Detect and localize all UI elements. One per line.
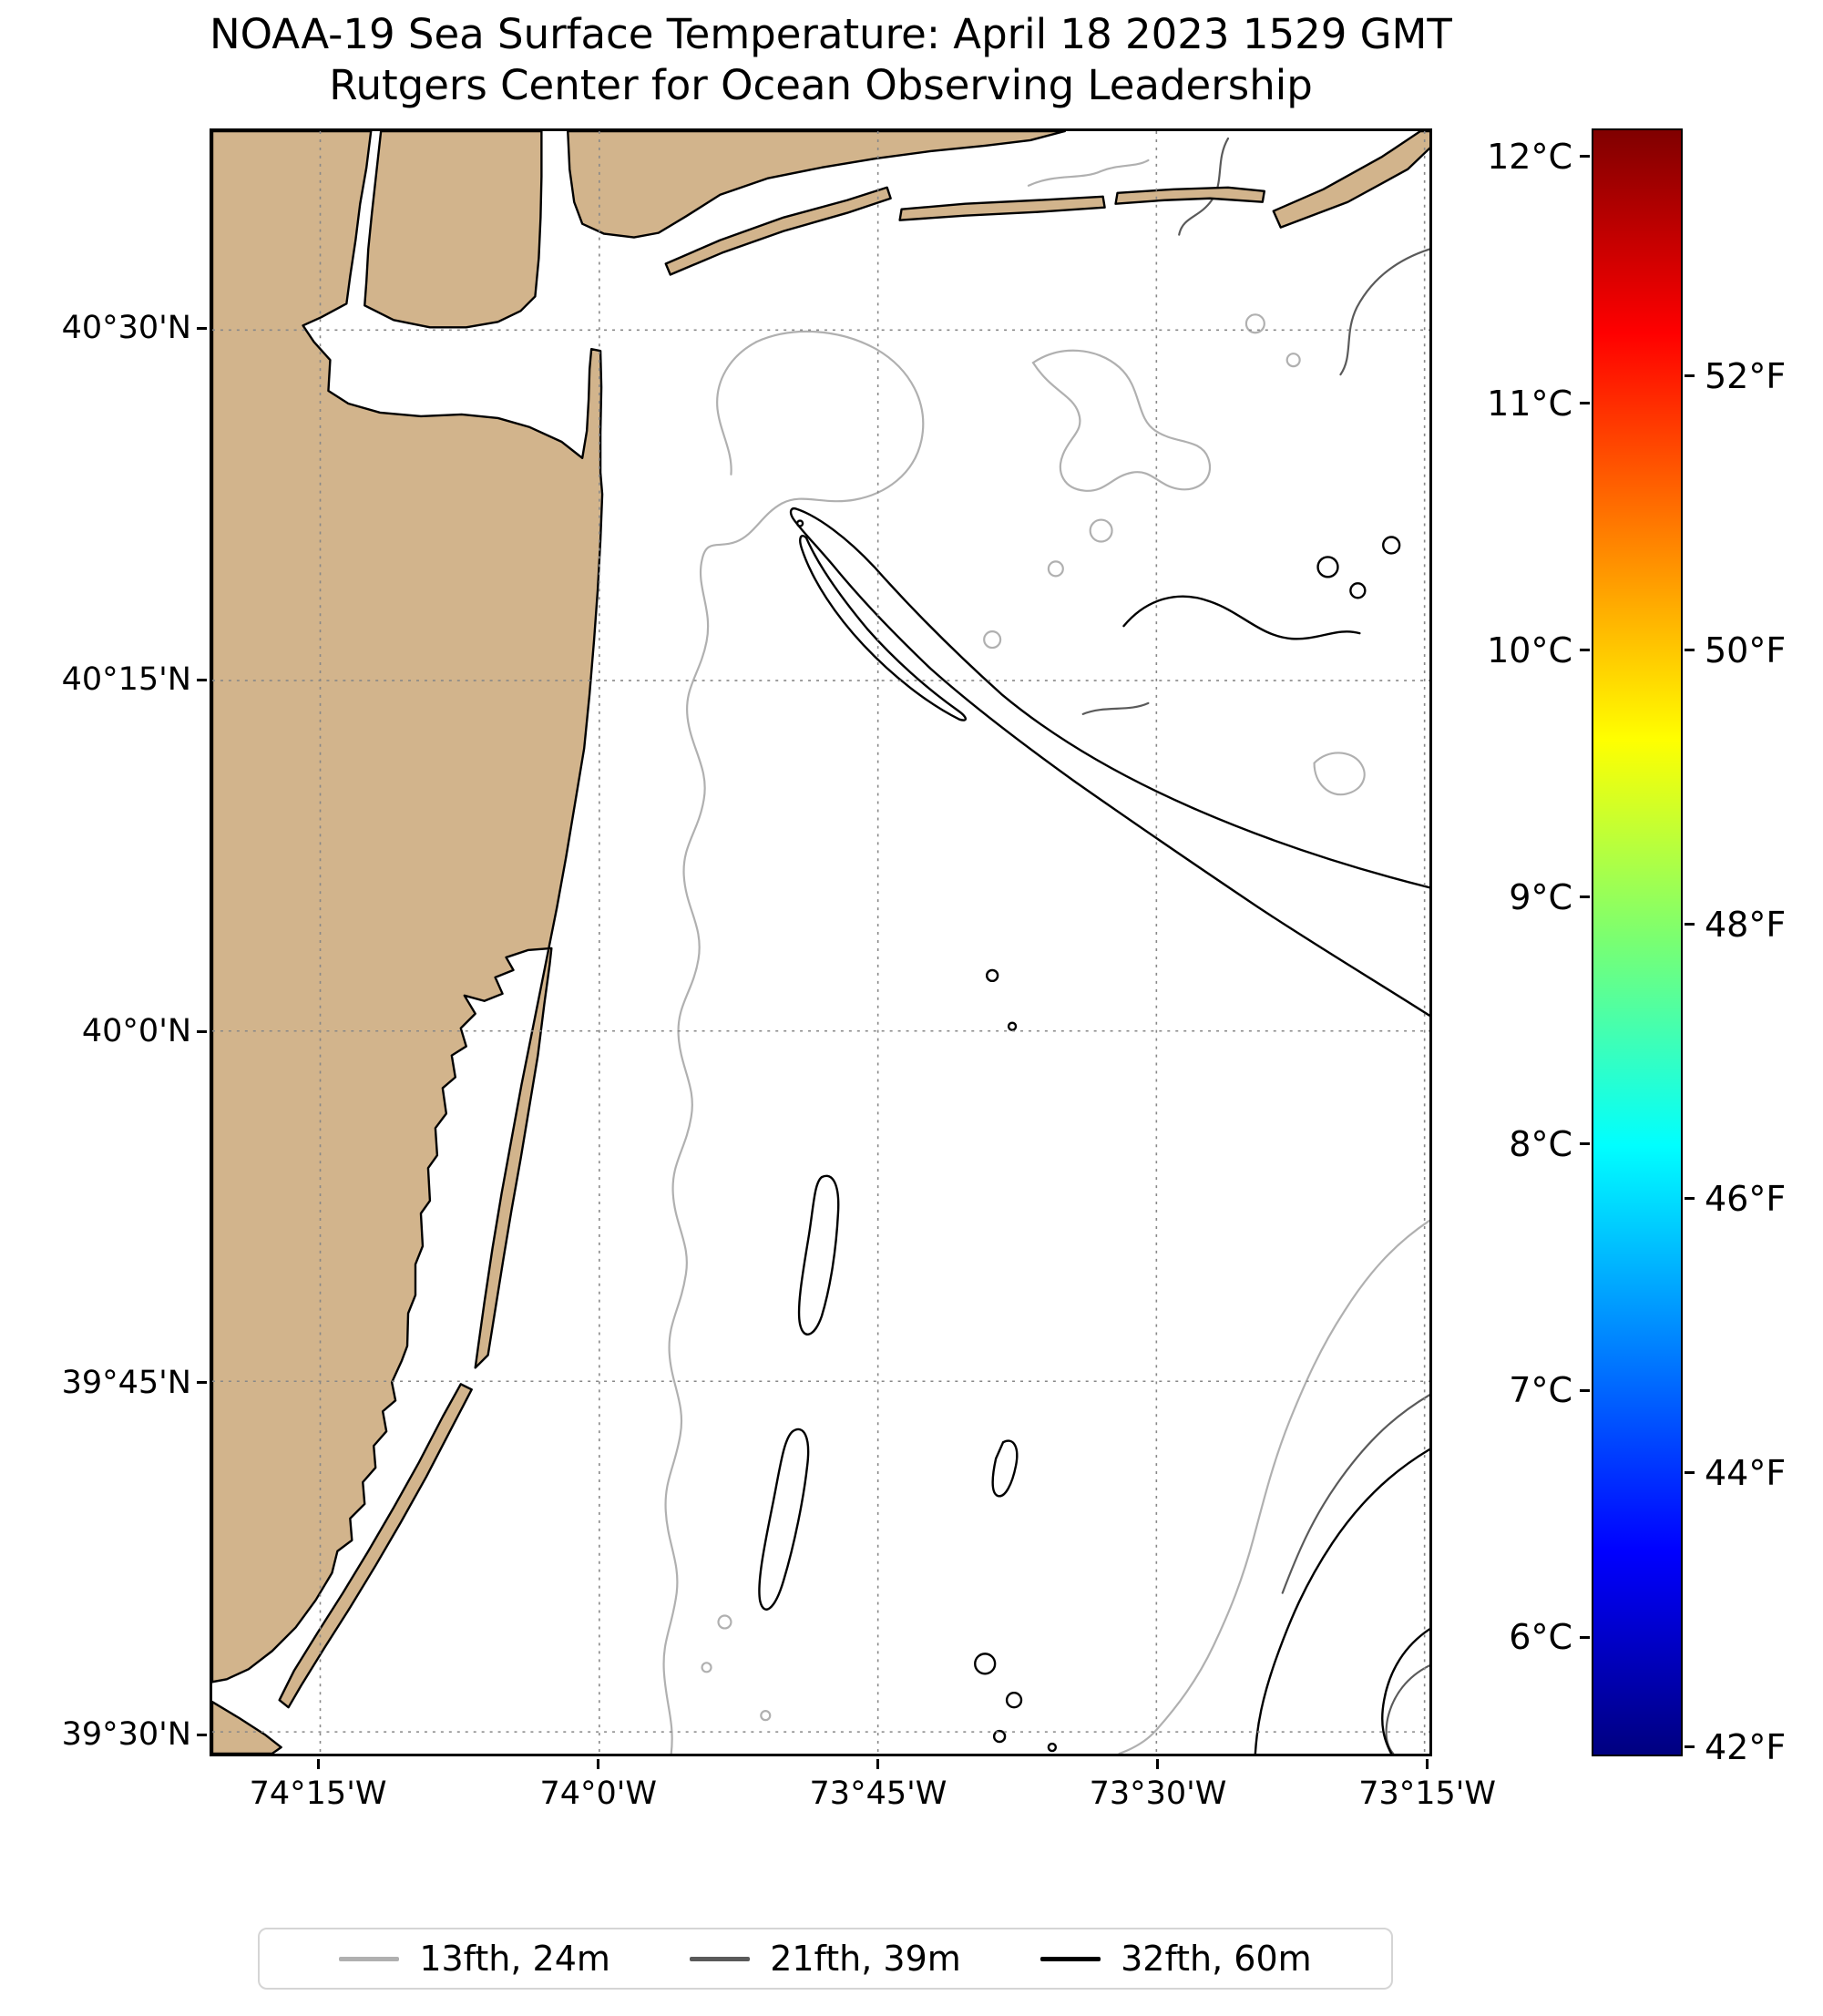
- fire-island-barrier: [1272, 131, 1429, 229]
- colorbar-fahrenheit-tick: [1685, 1197, 1695, 1201]
- colorbar-celsius-tick: [1580, 1635, 1590, 1639]
- x-tick-label: 74°15'W: [249, 1776, 387, 1812]
- y-tick-label: 40°30'N: [61, 310, 191, 347]
- colorbar-fahrenheit-tick: [1685, 374, 1695, 378]
- legend-item-label: 13fth, 24m: [419, 1939, 610, 1979]
- x-tick-label: 73°15'W: [1358, 1776, 1497, 1812]
- legend-item-label: 32fth, 60m: [1121, 1939, 1312, 1979]
- x-axis-tick: [316, 1759, 320, 1769]
- colorbar-fahrenheit-label: 52°F: [1705, 355, 1787, 396]
- colorbar-fahrenheit-tick: [1685, 1745, 1695, 1749]
- legend-item: 32fth, 60m: [1040, 1939, 1312, 1979]
- brooklyn-queens-shore: [567, 131, 1066, 239]
- graticule: [212, 131, 1429, 1754]
- legend: 13fth, 24m 21fth, 39m 32fth, 60m: [258, 1928, 1393, 1990]
- colorbar-celsius-tick: [1580, 1142, 1590, 1146]
- land-polygons: [212, 131, 1429, 1754]
- brigantine-corner-spit: [212, 1700, 282, 1754]
- rockaway-barrier: [664, 186, 892, 276]
- colorbar-celsius-tick: [1580, 895, 1590, 899]
- colorbar-celsius-label: 12°C: [1487, 136, 1572, 177]
- colorbar-celsius-label: 11°C: [1487, 383, 1572, 424]
- y-axis-tick: [197, 678, 207, 681]
- depth-contours-13fth-24m: [662, 159, 1429, 1754]
- colorbar-celsius-tick: [1580, 402, 1590, 405]
- colorbar-celsius-tick: [1580, 1388, 1590, 1392]
- colorbar-celsius-label: 9°C: [1509, 876, 1572, 917]
- colorbar-fahrenheit-tick: [1685, 923, 1695, 926]
- long-beach-barrier: [898, 195, 1106, 221]
- colorbar-fahrenheit-label: 42°F: [1705, 1726, 1787, 1767]
- colorbar-celsius-label: 8°C: [1509, 1123, 1572, 1164]
- y-axis-tick: [197, 1029, 207, 1033]
- x-tick-label: 73°30'W: [1089, 1776, 1227, 1812]
- y-tick-label: 39°45'N: [61, 1364, 191, 1401]
- colorbar-fahrenheit-label: 48°F: [1705, 904, 1787, 945]
- colorbar-celsius-tick: [1580, 155, 1590, 159]
- map-frame: [210, 128, 1432, 1756]
- figure-title: NOAA-19 Sea Surface Temperature: April 1…: [210, 9, 1452, 111]
- y-axis-tick: [197, 1733, 207, 1736]
- legend-line-sample: [339, 1956, 400, 1961]
- x-axis-tick: [1426, 1759, 1429, 1769]
- y-axis-tick: [197, 326, 207, 330]
- depth-contours-21fth-39m: [1081, 137, 1429, 1754]
- legend-item-label: 21fth, 39m: [770, 1939, 961, 1979]
- title-line-2: Rutgers Center for Ocean Observing Leade…: [329, 61, 1313, 109]
- colorbar: [1592, 128, 1683, 1756]
- long-beach-island-barrier: [278, 1383, 473, 1709]
- nj-mainland-and-barnegat-coast: [212, 131, 604, 1683]
- x-tick-label: 73°45'W: [809, 1776, 947, 1812]
- x-axis-tick: [876, 1759, 880, 1769]
- colorbar-celsius-label: 7°C: [1509, 1370, 1572, 1411]
- colorbar-fahrenheit-label: 46°F: [1705, 1178, 1787, 1219]
- depth-contours-32fth-60m: [758, 507, 1429, 1754]
- y-tick-label: 39°30'N: [61, 1716, 191, 1754]
- x-axis-tick: [1156, 1759, 1160, 1769]
- colorbar-celsius-label: 6°C: [1509, 1617, 1572, 1658]
- colorbar-fahrenheit-label: 50°F: [1705, 629, 1787, 670]
- legend-line-sample: [1040, 1956, 1101, 1961]
- colorbar-fahrenheit-tick: [1685, 649, 1695, 652]
- title-line-1: NOAA-19 Sea Surface Temperature: April 1…: [210, 10, 1452, 58]
- y-axis-tick: [197, 1381, 207, 1385]
- jones-beach-barrier: [1114, 186, 1266, 205]
- legend-line-sample: [690, 1956, 751, 1961]
- colorbar-fahrenheit-label: 44°F: [1705, 1452, 1787, 1493]
- colorbar-celsius-tick: [1580, 649, 1590, 652]
- staten-island: [364, 131, 543, 329]
- sst-map-canvas: [212, 131, 1429, 1754]
- x-axis-tick: [597, 1759, 600, 1769]
- x-tick-label: 74°0'W: [539, 1776, 658, 1812]
- y-tick-label: 40°15'N: [61, 661, 191, 699]
- colorbar-fahrenheit-tick: [1685, 1471, 1695, 1475]
- colorbar-celsius-label: 10°C: [1487, 629, 1572, 670]
- legend-item: 21fth, 39m: [690, 1939, 961, 1979]
- legend-item: 13fth, 24m: [339, 1939, 610, 1979]
- y-tick-label: 40°0'N: [81, 1013, 191, 1050]
